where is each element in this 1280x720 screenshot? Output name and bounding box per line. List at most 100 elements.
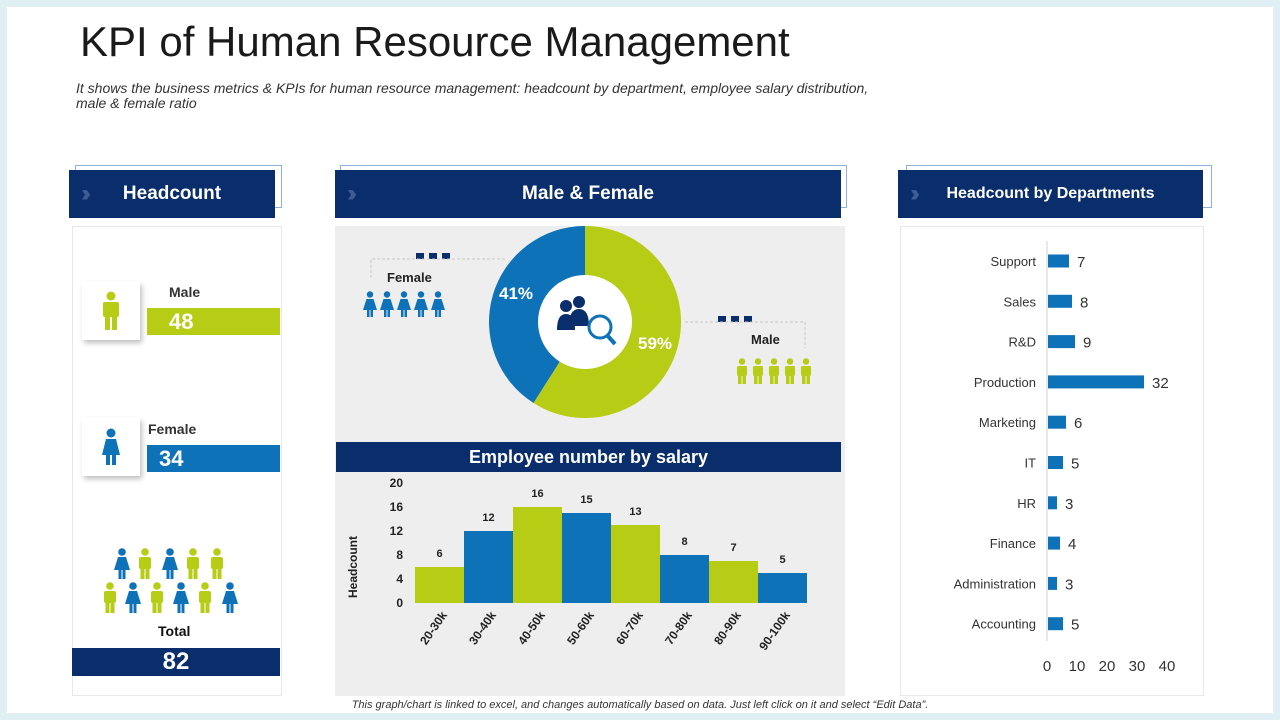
people-group-icon: [104, 548, 238, 613]
female-figure-icon: [431, 291, 445, 317]
bar-value-label: 5: [779, 554, 785, 566]
male-figure-icon: [769, 358, 779, 384]
department-label: Finance: [990, 536, 1036, 551]
salary-bar: [660, 555, 709, 603]
y-tick-label: 4: [396, 572, 403, 586]
x-tick-label: 60-70k: [613, 608, 646, 647]
male-figure-icon: [785, 358, 795, 384]
gender-header-label: Male & Female: [522, 183, 654, 204]
salary-bar: [464, 531, 513, 603]
total-count: 82: [162, 648, 190, 675]
department-bar: [1048, 576, 1057, 590]
gender-donut-chart: Female Male 41% 59%: [363, 226, 811, 418]
department-bar: [1048, 617, 1063, 631]
total-label: Total: [158, 623, 191, 639]
departments-header: ›› Headcount by Departments: [898, 170, 1203, 218]
departments-header-label: Headcount by Departments: [946, 185, 1155, 202]
department-bar: [1048, 415, 1066, 429]
department-label: Marketing: [979, 415, 1036, 430]
male-person-icon: [103, 291, 119, 330]
bar-value-label: 16: [531, 488, 543, 500]
female-count: 34: [159, 445, 184, 471]
department-value-label: 6: [1074, 415, 1082, 432]
salary-bar: [415, 567, 464, 603]
headcount-header: ›› Headcount: [69, 170, 275, 218]
male-figure-icon: [801, 358, 811, 384]
department-bar: [1048, 375, 1144, 389]
male-icon-card: [82, 282, 140, 340]
department-value-label: 4: [1068, 536, 1076, 553]
page-subtitle: It shows the business metrics & KPIs for…: [76, 80, 869, 111]
male-marker-square: [731, 316, 739, 322]
department-value-label: 7: [1077, 254, 1085, 271]
x-tick-label: 50-60k: [564, 608, 597, 647]
salary-bar: [758, 573, 807, 603]
departments-bar-chart: Support 7 Sales 8 R&D 9 Production 32 Marketing 6…: [954, 241, 1176, 675]
female-people-icon: [363, 291, 445, 317]
bar-value-label: 15: [580, 494, 592, 506]
female-figure-icon: [380, 291, 394, 317]
salary-header: Employee number by salary: [336, 442, 841, 472]
department-bar: [1048, 254, 1069, 268]
headcount-header-label: Headcount: [122, 183, 222, 204]
male-count-bar: 48: [147, 308, 280, 335]
department-bar: [1048, 294, 1072, 308]
bar-value-label: 12: [482, 512, 494, 524]
salary-bar: [513, 507, 562, 603]
female-person-icon: [102, 428, 120, 465]
female-callout-line: [370, 258, 505, 278]
department-value-label: 5: [1071, 617, 1079, 634]
department-label: R&D: [1009, 335, 1036, 350]
male-percent: 59%: [638, 334, 672, 353]
female-percent: 41%: [499, 284, 533, 303]
department-value-label: 9: [1083, 335, 1091, 352]
male-marker-square: [718, 316, 726, 322]
x-tick-label: 30: [1129, 658, 1146, 675]
department-bar: [1048, 335, 1075, 349]
department-value-label: 32: [1152, 375, 1169, 392]
y-axis-label: Headcount: [346, 536, 360, 598]
department-label: Sales: [1003, 294, 1036, 309]
salary-bar: [611, 525, 660, 603]
female-figure-icon: [363, 291, 377, 317]
department-label: Production: [974, 375, 1036, 390]
page-title: KPI of Human Resource Management: [80, 18, 790, 65]
female-marker-square: [442, 253, 450, 259]
x-tick-label: 20: [1099, 658, 1116, 675]
x-tick-label: 80-90k: [711, 608, 744, 647]
x-tick-label: 90-100k: [756, 608, 793, 652]
department-value-label: 8: [1080, 294, 1088, 311]
bar-value-label: 6: [436, 548, 442, 560]
male-figure-icon: [753, 358, 763, 384]
department-label: IT: [1024, 456, 1036, 471]
salary-header-label: Employee number by salary: [468, 446, 709, 467]
y-tick-label: 0: [396, 596, 403, 610]
y-tick-label: 16: [390, 500, 404, 514]
x-tick-label: 0: [1043, 658, 1051, 675]
bar-value-label: 7: [730, 542, 736, 554]
y-tick-label: 20: [390, 476, 404, 490]
salary-bar: [562, 513, 611, 603]
department-label: Administration: [954, 576, 1036, 591]
chevron-right-icon: ››: [347, 180, 357, 207]
female-callout-label: Female: [387, 270, 432, 285]
department-bar: [1048, 496, 1057, 510]
female-count-bar: 34: [147, 445, 280, 472]
chevron-right-icon: ››: [81, 180, 91, 207]
x-tick-label: 40-50k: [515, 608, 548, 647]
male-label: Male: [169, 284, 201, 300]
department-label: HR: [1017, 496, 1036, 511]
department-bar: [1048, 456, 1063, 469]
bar-value-label: 13: [629, 506, 641, 518]
x-tick-label: 40: [1159, 658, 1176, 675]
department-value-label: 3: [1065, 496, 1073, 513]
department-label: Accounting: [972, 617, 1036, 632]
male-count: 48: [169, 308, 194, 334]
department-value-label: 3: [1065, 576, 1073, 593]
department-label: Support: [990, 254, 1036, 269]
department-value-label: 5: [1071, 456, 1079, 473]
male-people-icon: [737, 358, 811, 384]
female-marker-square: [416, 253, 424, 259]
total-count-bar: 82: [72, 648, 280, 676]
male-marker-square: [744, 316, 752, 322]
